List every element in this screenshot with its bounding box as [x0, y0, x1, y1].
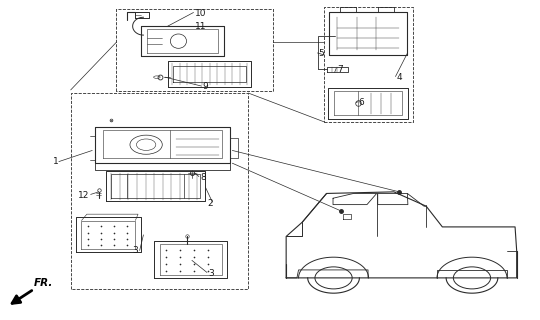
Text: 10: 10 [194, 9, 206, 18]
Text: FR.: FR. [34, 278, 53, 288]
Text: 8: 8 [200, 173, 206, 182]
Text: 3: 3 [132, 246, 138, 255]
Text: 12: 12 [78, 190, 90, 200]
Text: 3: 3 [208, 268, 214, 278]
Text: 9: 9 [202, 82, 208, 91]
Text: 7: 7 [338, 65, 343, 74]
Text: 11: 11 [194, 22, 206, 31]
Text: 4: 4 [396, 73, 402, 82]
Text: 6: 6 [359, 98, 364, 107]
Text: 5: 5 [319, 49, 324, 58]
Text: 2: 2 [208, 198, 213, 207]
Text: 1: 1 [53, 157, 59, 166]
